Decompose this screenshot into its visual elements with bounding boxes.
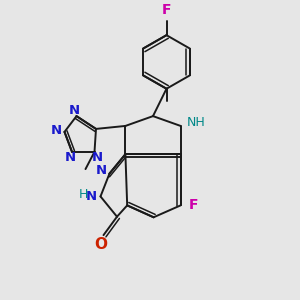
Text: NH: NH	[187, 116, 205, 129]
Text: H: H	[78, 188, 88, 201]
Text: O: O	[94, 237, 107, 252]
Text: F: F	[189, 198, 199, 212]
Text: N: N	[68, 104, 80, 117]
Text: N: N	[91, 151, 103, 164]
Text: N: N	[50, 124, 62, 137]
Text: N: N	[95, 164, 107, 177]
Text: N: N	[86, 190, 97, 203]
Text: F: F	[162, 3, 171, 17]
Text: N: N	[65, 151, 76, 164]
